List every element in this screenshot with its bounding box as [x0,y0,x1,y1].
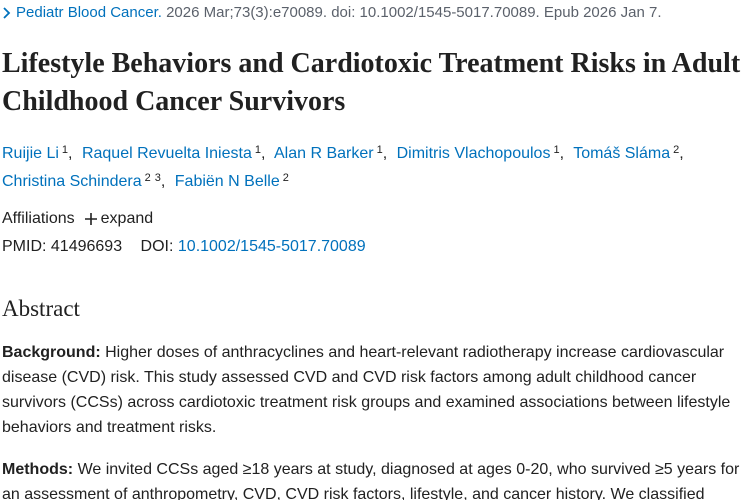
doi-link[interactable]: 10.1002/1545-5017.70089 [177,238,366,255]
pmid-label: PMID: [2,238,47,255]
affiliation-number[interactable]: 1 [376,144,383,156]
section-text: We invited CCSs aged ≥18 years at study,… [2,461,740,500]
section-label: Methods: [2,461,74,478]
journal-link[interactable]: Pediatr Blood Cancer. [16,4,162,21]
plus-icon [84,213,97,225]
citation-details: 2026 Mar;73(3):e70089. doi: 10.1002/1545… [166,4,662,21]
author: Raquel Revuelta Iniesta 1 [81,144,270,162]
author: Fabiën N Belle 2 [174,172,289,190]
author: Tomáš Sláma 2 [573,144,689,162]
author-link[interactable]: Tomáš Sláma [573,145,671,162]
citation: Pediatr Blood Cancer. 2026 Mar;73(3):e70… [2,3,748,23]
author-link[interactable]: Alan R Barker [273,145,374,162]
abstract-section: Background: Higher doses of anthracyclin… [2,340,747,440]
abstract-body: Background: Higher doses of anthracyclin… [2,340,748,500]
author-link[interactable]: Christina Schindera [2,173,142,190]
abstract-section: Methods: We invited CCSs aged ≥18 years … [2,457,747,500]
author-link[interactable]: Raquel Revuelta Iniesta [81,145,252,162]
affiliations-row: Affiliations expand [2,205,748,233]
author: Christina Schindera 2 3 [2,172,170,190]
affiliations-label: Affiliations [2,210,75,227]
affiliation-number[interactable]: 3 [154,172,161,184]
section-text: Higher doses of anthracyclines and heart… [2,344,731,436]
author: Dimitris Vlachopoulos 1 [396,144,569,162]
affiliation-number[interactable]: 2 [144,172,151,184]
author: Alan R Barker 1 [273,144,392,162]
doi-label: DOI: [140,238,174,255]
affiliation-number[interactable]: 1 [254,144,261,156]
abstract-heading: Abstract [2,296,80,321]
affiliation-number[interactable]: 1 [61,144,69,156]
article-title: Lifestyle Behaviors and Cardiotoxic Trea… [2,48,741,117]
expand-toggle[interactable]: expand [100,210,154,227]
chevron-icon [3,7,11,19]
author: Ruijie Li 1 [2,144,78,162]
affiliation-number[interactable]: 2 [282,172,289,184]
pmid-value: 41496693 [50,238,123,255]
author-link[interactable]: Dimitris Vlachopoulos [396,145,551,162]
affiliation-number[interactable]: 1 [553,144,560,156]
affiliation-number[interactable]: 2 [673,144,680,156]
author-link[interactable]: Ruijie Li [2,145,59,162]
identifiers-row: PMID: 41496693 DOI: 10.1002/1545-5017.70… [2,233,748,261]
author-link[interactable]: Fabiën N Belle [174,173,280,190]
section-label: Background: [2,344,101,361]
